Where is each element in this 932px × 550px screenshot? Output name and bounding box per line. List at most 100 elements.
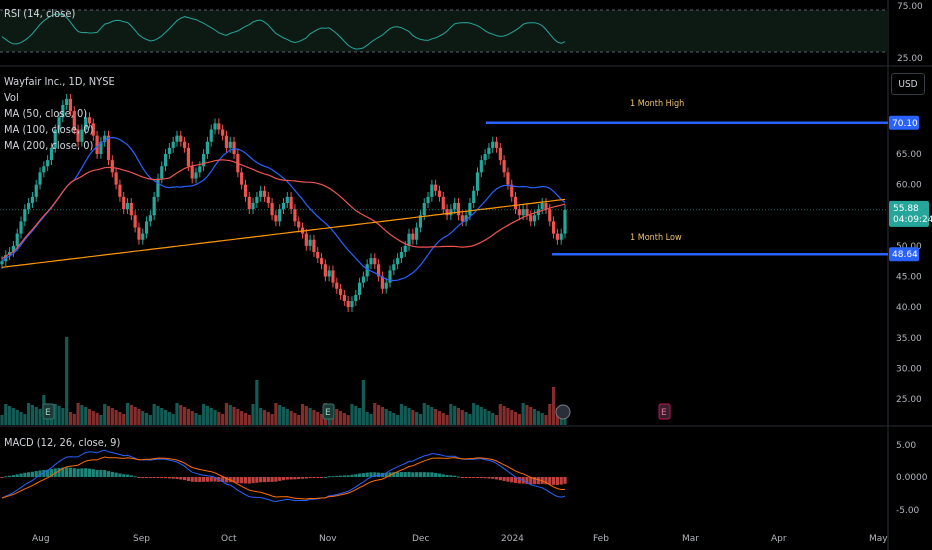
volume-bar (319, 414, 324, 425)
candle-body (76, 129, 80, 142)
volume-bar (434, 409, 438, 425)
macd-histogram-bar (441, 474, 445, 477)
dividend-marker (555, 404, 571, 420)
currency-button[interactable]: USD (891, 73, 925, 95)
legend-ma200[interactable]: MA (200, close, 0) (4, 139, 94, 152)
macd-histogram-bar (38, 470, 42, 477)
volume-bar (475, 405, 480, 425)
volume-bar (278, 405, 282, 425)
volume-bar (243, 413, 248, 425)
volume-bar (346, 415, 350, 425)
volume-bar (483, 409, 487, 425)
candle-body (316, 252, 320, 259)
volume-bar (441, 413, 445, 425)
volume-bar (202, 404, 206, 425)
macd-histogram-bar (80, 468, 84, 477)
symbol-title[interactable]: Wayfair Inc., 1D, NYSE (4, 75, 115, 88)
macd-label[interactable]: MACD (12, 26, close, 9) (4, 436, 121, 449)
macd-histogram-bar (430, 472, 434, 477)
macd-histogram-bar (103, 470, 107, 477)
macd-histogram-bar (133, 476, 137, 478)
candle-body (498, 147, 502, 161)
candle-body (240, 172, 244, 185)
macd-histogram-bar (289, 477, 293, 480)
candle-body (396, 258, 400, 265)
volume-bar (392, 413, 396, 425)
main-legend: Wayfair Inc., 1D, NYSE Vol MA (50, close… (4, 74, 115, 154)
x-axis-label: Sep (133, 534, 150, 544)
volume-bar (312, 410, 316, 425)
candle-body (380, 276, 385, 289)
high-price-tag: 70.10 (892, 119, 918, 129)
candle-body (209, 129, 213, 142)
macd-histogram-bar (494, 477, 499, 480)
volume-bar (361, 380, 365, 425)
candle-body (331, 270, 335, 283)
macd-histogram-bar (396, 472, 400, 477)
candle-body (377, 264, 381, 277)
candle-body (327, 270, 331, 277)
price-tick: 60.00 (896, 181, 922, 191)
volume-bar (11, 408, 16, 425)
macd-histogram-bar (171, 477, 175, 479)
macd-histogram-bar (224, 477, 229, 483)
macd-histogram-bar (72, 468, 76, 477)
volume-bar (525, 405, 529, 425)
candle-body (194, 172, 198, 179)
candle-body (114, 172, 118, 185)
candle-body (449, 209, 453, 216)
volume-bar (259, 408, 263, 425)
macd-histogram-bar (19, 473, 23, 477)
candle-body (213, 123, 217, 130)
macd-histogram-bar (506, 477, 510, 482)
volume-bar (99, 415, 103, 425)
candle-body (129, 203, 133, 216)
legend-vol[interactable]: Vol (4, 91, 19, 104)
x-axis-label: Apr (771, 534, 787, 544)
volume-bar (536, 411, 540, 425)
macd-histogram-bar (251, 477, 255, 484)
macd-histogram-bar (403, 472, 407, 477)
volume-bar (179, 405, 183, 425)
volume-bar (335, 409, 339, 425)
macd-histogram-bar (377, 472, 381, 477)
macd-histogram-bar (319, 477, 324, 478)
macd-histogram-bar (434, 472, 438, 477)
rsi-legend: RSI (14, close) (4, 6, 75, 22)
candle-body (456, 203, 461, 216)
volume-bar (453, 406, 457, 425)
candle-body (182, 141, 187, 148)
macd-histogram-bar (240, 477, 244, 484)
volume-bar (270, 414, 274, 425)
volume-bar (498, 404, 502, 425)
candle-body (171, 141, 175, 148)
candle-body (350, 301, 354, 308)
macd-histogram-bar (42, 469, 46, 477)
volume-bar (205, 406, 210, 425)
macd-histogram-bar (491, 477, 495, 479)
macd-histogram-bar (114, 472, 118, 477)
candle-body (453, 203, 457, 210)
candle-body (483, 154, 487, 161)
macd-histogram-bar (259, 477, 263, 483)
macd-histogram-bar (487, 477, 491, 479)
legend-ma100[interactable]: MA (100, close, 0) (4, 123, 94, 136)
volume-bar (350, 404, 354, 425)
candle-body (342, 294, 346, 301)
macd-histogram-bar (122, 474, 126, 477)
candle-body (175, 135, 179, 142)
macd-histogram-bar (422, 472, 426, 477)
macd-histogram-bar (483, 477, 487, 479)
x-axis-label: May (869, 534, 888, 544)
volume-bar (133, 407, 137, 425)
candle-body (144, 221, 149, 234)
legend-ma50[interactable]: MA (50, close, 0) (4, 107, 88, 120)
macd-histogram-bar (179, 477, 183, 480)
volume-bar (68, 412, 73, 425)
macd-histogram-bar (342, 475, 346, 477)
macd-histogram-bar (186, 477, 190, 482)
candle-body (373, 258, 377, 265)
volume-bar (4, 404, 8, 425)
macd-histogram-bar (411, 472, 415, 477)
